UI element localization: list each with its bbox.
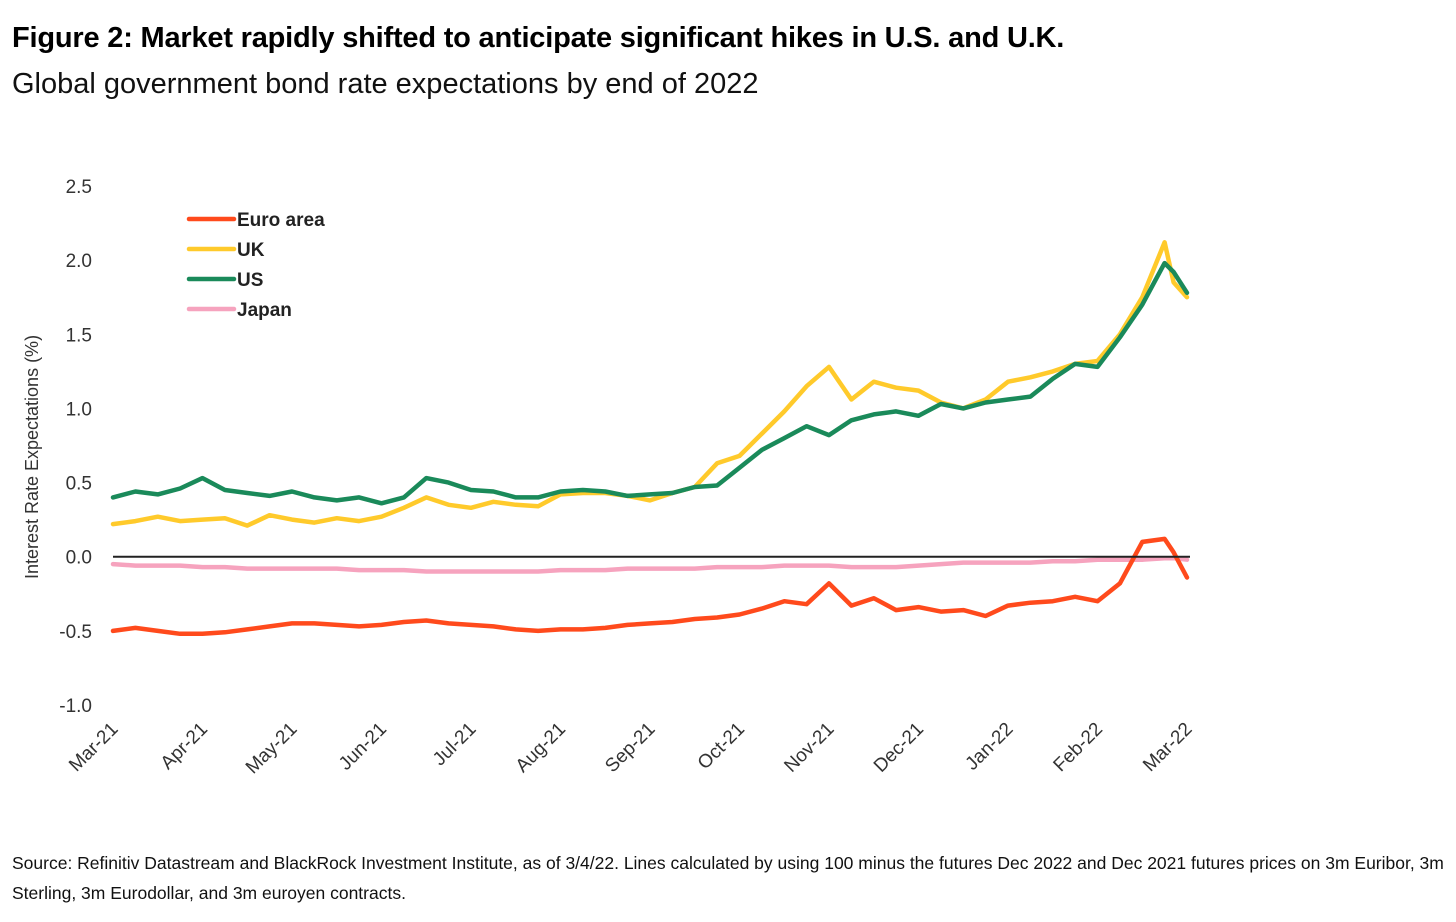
x-tick-label: Nov-21 [780, 719, 838, 777]
series-line-japan [110, 555, 1190, 574]
y-tick-label: 1.0 [66, 399, 92, 420]
legend-label: US [237, 270, 263, 291]
figure-subtitle: Global government bond rate expectations… [12, 68, 759, 100]
y-tick-label: 0.0 [66, 548, 92, 569]
source-note: Source: Refinitiv Datastream and BlackRo… [12, 853, 1444, 903]
series-line-us [110, 260, 1190, 506]
line-chart: Interest Rate Expectations (%) 2.5 2.0 1.5… [22, 177, 1197, 779]
y-tick-label: 2.0 [66, 251, 92, 272]
y-axis-label: Interest Rate Expectations (%) [22, 335, 42, 579]
series-lines [110, 240, 1190, 637]
x-tick-label: Jun-21 [335, 719, 391, 775]
legend-label: Japan [237, 300, 292, 321]
legend-label: UK [237, 240, 265, 261]
y-tick-label: -0.5 [59, 622, 92, 643]
x-tick-label: Mar-21 [65, 719, 122, 776]
legend-label: Euro area [237, 210, 325, 231]
x-tick-label: Dec-21 [870, 719, 928, 777]
y-axis-ticks: 2.5 2.0 1.5 1.0 0.5 0.0 -0.5 -1.0 [59, 177, 92, 717]
y-tick-label: -1.0 [59, 696, 92, 717]
x-axis-ticks: Mar-21 Apr-21 May-21 Jun-21 Jul-21 Aug-21 Sep-… [65, 719, 1196, 779]
x-tick-label: Jan-22 [962, 719, 1018, 775]
y-tick-label: 0.5 [66, 474, 92, 495]
x-tick-label: Oct-21 [694, 719, 749, 774]
y-tick-label: 1.5 [66, 325, 92, 346]
y-tick-label: 2.5 [66, 177, 92, 198]
x-tick-label: Jul-21 [429, 719, 480, 770]
x-tick-label: Feb-22 [1050, 719, 1107, 776]
x-tick-label: Apr-21 [157, 719, 212, 774]
x-tick-label: May-21 [242, 719, 302, 779]
figure-title: Figure 2: Market rapidly shifted to anti… [12, 22, 1065, 54]
x-tick-label: Sep-21 [601, 719, 659, 777]
series-line-uk [110, 240, 1190, 528]
series-line-euro-area [110, 536, 1190, 637]
x-tick-label: Mar-22 [1139, 719, 1196, 776]
legend: Euro area UK US Japan [186, 210, 325, 321]
x-tick-label: Aug-21 [512, 719, 570, 777]
